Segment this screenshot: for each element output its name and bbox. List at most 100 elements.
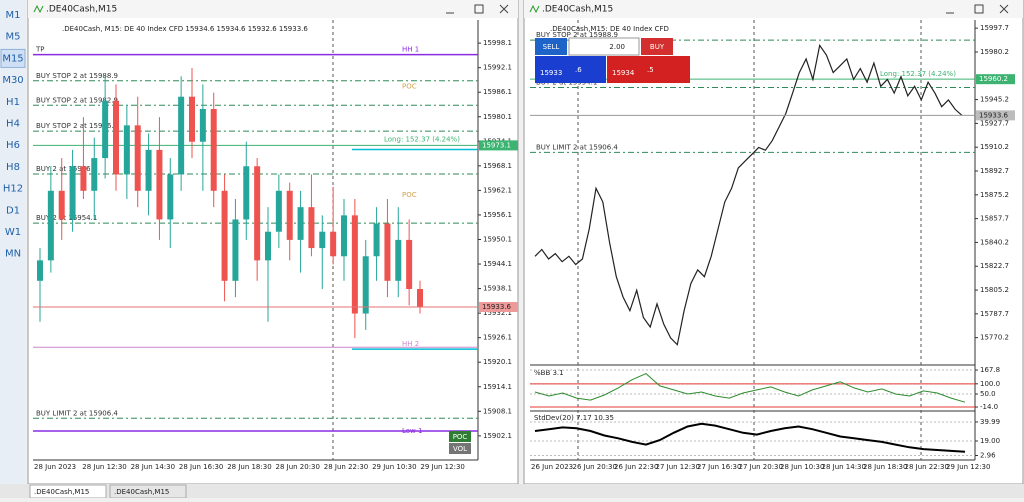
y-tick-label: 15857.7 xyxy=(980,215,1009,223)
y-tick-label: 50.0 xyxy=(980,390,996,398)
chart-tab-label[interactable]: .DE40Cash,M15 xyxy=(114,488,169,496)
candle-body xyxy=(308,207,315,249)
order-label: BUY LIMIT 2 at 15906.4 xyxy=(536,143,618,151)
timeframe-button[interactable]: M5 xyxy=(6,32,21,43)
candle-body xyxy=(297,207,304,240)
indicator-button-label[interactable]: POC xyxy=(453,433,468,441)
y-tick-label: 15787.7 xyxy=(980,310,1009,318)
y-tick-label: 15927.7 xyxy=(980,119,1009,127)
y-tick-label: 100.0 xyxy=(980,380,1000,388)
candle-body xyxy=(178,96,185,175)
timeframe-button[interactable]: MN xyxy=(5,249,21,260)
level-tag: POC xyxy=(402,82,417,90)
x-tick-label: 29 Jun 12:30 xyxy=(420,463,464,471)
candle-body xyxy=(80,166,87,191)
lot-value[interactable]: 2.00 xyxy=(609,43,625,51)
y-tick-label: 15920.1 xyxy=(483,358,512,366)
timeframe-button[interactable]: H8 xyxy=(6,162,20,173)
y-tick-label: 15926.1 xyxy=(483,334,512,342)
y-tick-label: 15962.1 xyxy=(483,186,512,194)
candle-body xyxy=(221,190,228,281)
level-tag: HH 2 xyxy=(402,340,419,348)
bid-main[interactable]: 15933 xyxy=(540,69,562,77)
timeframe-button[interactable]: M1 xyxy=(6,10,21,21)
candle-body xyxy=(91,158,98,191)
order-label: BUY 2 at 15954.1 xyxy=(36,214,97,222)
x-tick-label: 26 Jun 2023 xyxy=(531,463,573,471)
timeframe-button[interactable]: M15 xyxy=(2,53,23,64)
timeframe-button[interactable]: H12 xyxy=(3,184,23,195)
buy-button[interactable] xyxy=(641,38,673,55)
timeframe-button[interactable]: H1 xyxy=(6,97,20,108)
indicator-title: %BB 3.1 xyxy=(534,369,564,377)
candle-body xyxy=(384,223,391,281)
timeframe-button[interactable]: H4 xyxy=(6,119,20,130)
candle-body xyxy=(373,223,380,257)
candle-body xyxy=(156,149,163,220)
candle-body xyxy=(102,100,109,159)
candle-body xyxy=(145,149,152,191)
candle-body xyxy=(37,260,43,281)
lot-input[interactable] xyxy=(568,37,640,56)
chart-header: .DE40Cash,M15: DE 40 Index CFD xyxy=(550,25,669,33)
candle-body xyxy=(406,239,413,289)
window-controls[interactable] xyxy=(946,4,1009,14)
x-tick-label: 29 Jun 10:30 xyxy=(372,463,416,471)
y-tick-label: 15914.1 xyxy=(483,383,512,391)
candle-body xyxy=(189,96,195,142)
candle-body xyxy=(69,166,76,220)
candle-body xyxy=(232,219,239,281)
candle-body xyxy=(395,239,402,281)
candle-body xyxy=(167,174,174,220)
candle-body xyxy=(254,166,261,261)
y-tick-label: 15932.1 xyxy=(483,309,512,317)
ask-box[interactable] xyxy=(607,56,690,83)
sell-label[interactable]: SELL xyxy=(543,43,560,51)
y-tick-label: 15770.2 xyxy=(980,334,1009,342)
axis-price-label: 15960.2 xyxy=(979,75,1008,83)
timeframe-button[interactable]: H6 xyxy=(6,140,20,151)
bid-box[interactable] xyxy=(535,56,606,83)
buy-label[interactable]: BUY xyxy=(650,43,665,51)
price-line xyxy=(534,43,963,346)
order-label: BUY STOP 2 at 15988.9 xyxy=(536,31,618,39)
candle-body xyxy=(319,231,326,249)
order-label: BUY STOP 2 at 15988.9 xyxy=(36,72,118,80)
indicator-line xyxy=(534,373,966,403)
x-tick-label: 29 Jun 12:30 xyxy=(946,463,990,471)
x-tick-label: 28 Jun 10:30 xyxy=(780,463,824,471)
window-controls[interactable] xyxy=(446,4,509,14)
axis-price-label: 15933.6 xyxy=(979,111,1008,119)
indicator-button-label[interactable]: VOL xyxy=(453,445,467,453)
y-tick-label: 2.96 xyxy=(980,452,996,460)
y-tick-label: 15938.1 xyxy=(483,285,512,293)
bid-pips[interactable]: .6 xyxy=(575,66,582,74)
window-title: .DE40Cash,M15 xyxy=(542,5,613,15)
ask-main[interactable]: 15934 xyxy=(612,69,635,77)
candle-body xyxy=(58,190,65,220)
y-tick-label: 15910.2 xyxy=(980,143,1009,151)
y-tick-label: 15875.2 xyxy=(980,191,1009,199)
timeframe-button[interactable]: W1 xyxy=(5,227,21,238)
right-titlebar xyxy=(524,0,1023,18)
ask-pips[interactable]: .5 xyxy=(647,66,654,74)
timeframe-bar xyxy=(0,0,26,484)
sell-button[interactable] xyxy=(535,38,567,55)
order-label: BUY LIMIT 2 at 15906.4 xyxy=(36,409,118,417)
candle-body xyxy=(134,125,141,191)
candle-body xyxy=(243,166,250,220)
y-tick-label: 15892.7 xyxy=(980,167,1009,175)
tab-bar xyxy=(0,484,1024,498)
timeframe-button[interactable]: D1 xyxy=(6,205,20,216)
timeframe-button[interactable]: M30 xyxy=(2,75,23,86)
order-label: BUY 2 at 15966.1 xyxy=(36,165,97,173)
x-tick-label: 26 Jun 22:30 xyxy=(614,463,658,471)
candle-body xyxy=(265,231,271,261)
indicator-button[interactable] xyxy=(449,431,471,442)
indicator-button[interactable] xyxy=(449,443,471,454)
y-tick-label: 15997.7 xyxy=(980,24,1009,32)
chart-tab-label[interactable]: .DE40Cash,M15 xyxy=(34,488,89,496)
candle-body xyxy=(275,190,282,232)
candle-body xyxy=(351,215,358,314)
